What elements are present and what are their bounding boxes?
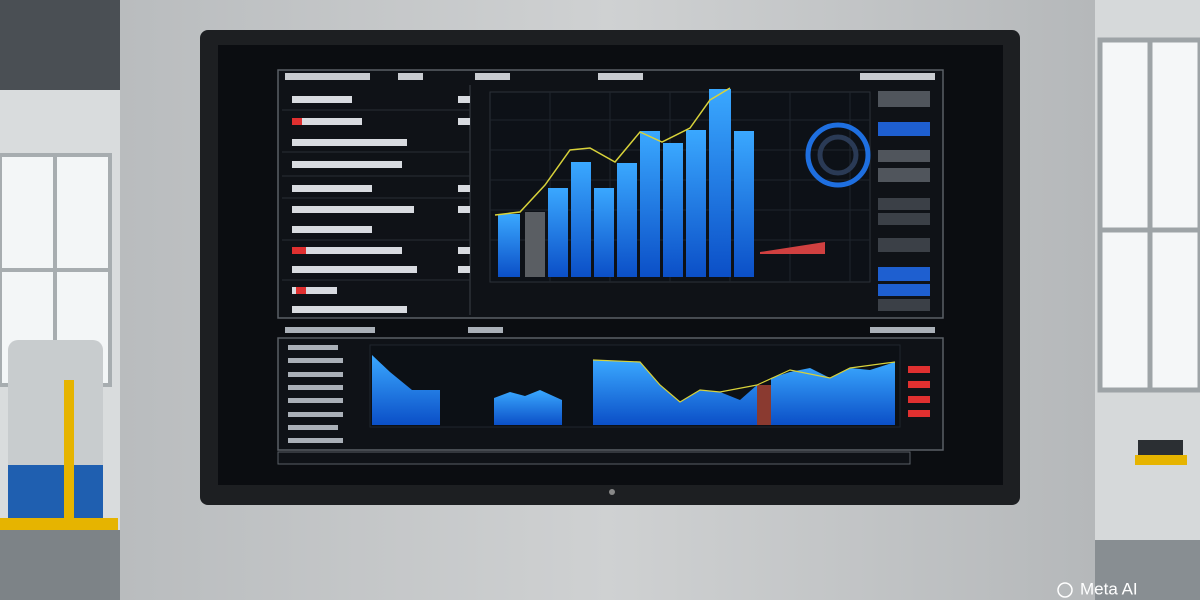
yellow-frame [64,380,74,530]
bottom-labels [288,345,343,443]
floor [1095,540,1200,600]
sub-header-text [285,327,935,333]
list [282,85,471,315]
logo [609,489,615,495]
main-chart [489,87,871,283]
floor [0,530,120,600]
ceiling [0,0,120,90]
yellow-frame [0,518,118,530]
header-text [285,73,935,80]
machine [1135,455,1187,465]
tank-band [8,465,103,525]
side-buttons [878,91,930,311]
scrollbar [277,451,911,465]
watermark-icon [1057,582,1073,598]
watermark: Meta AI [1080,579,1138,598]
bottom-right-labels [908,366,930,417]
bottom-chart [369,344,901,428]
